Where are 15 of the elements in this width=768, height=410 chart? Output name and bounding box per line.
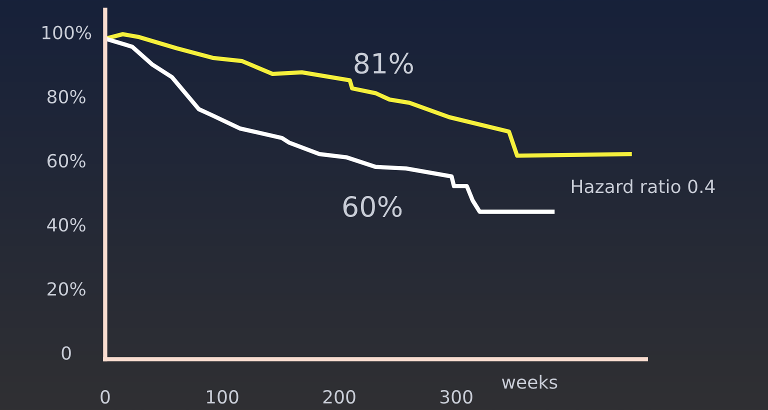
- annotation: Hazard ratio 0.4: [572, 179, 715, 194]
- y-tick-label: 60%: [48, 154, 86, 168]
- annotation: 81%: [354, 52, 413, 74]
- y-tick-label: 40%: [47, 218, 86, 232]
- y-tick-label: 0: [62, 346, 71, 360]
- annotation: 60%: [343, 196, 402, 218]
- x-tick-label: 300: [440, 390, 472, 404]
- line-series: [105, 32, 634, 158]
- x-tick-label: 200: [323, 390, 356, 404]
- y-tick-label: 100%: [42, 26, 92, 40]
- y-tick-label: 20%: [48, 282, 86, 296]
- x-axis-title: weeks: [502, 374, 558, 389]
- x-tick-label: 100: [206, 390, 238, 404]
- x-tick-label: 0: [100, 390, 110, 404]
- y-tick-label: 80%: [47, 90, 86, 104]
